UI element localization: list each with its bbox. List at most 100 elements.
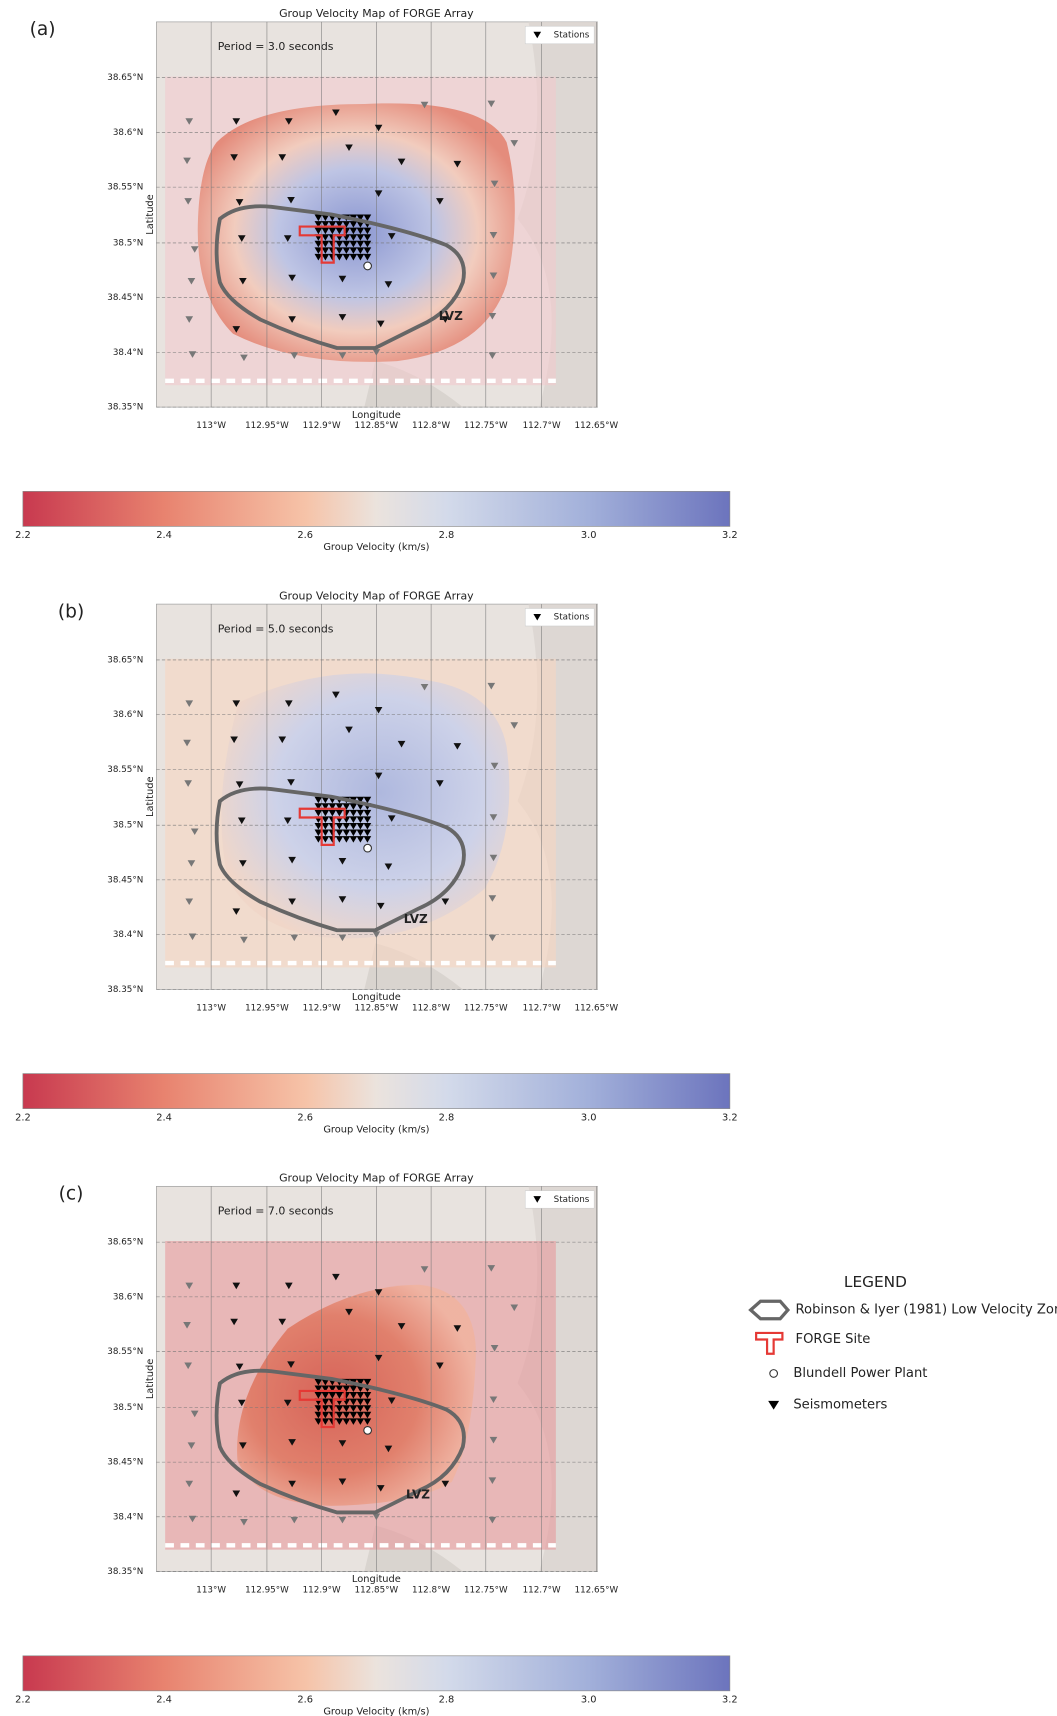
legend: LEGEND Robinson & Iyer (1981) Low Velocit… [751, 1273, 1057, 1413]
map-panel: (b) Group Velocity Map of FORGE Array 38.6… [15, 589, 738, 1135]
zone-label: LVZ [439, 309, 463, 323]
map-panel: (c) Group Velocity Map of FORGE Array 38.6… [15, 1172, 738, 1716]
velocity-anomaly [198, 103, 515, 362]
x-tick-label: 112.8°W [412, 1003, 450, 1013]
map-title: Group Velocity Map of FORGE Array [279, 589, 474, 602]
colorbar-tick-label: 2.6 [297, 530, 313, 541]
x-tick-label: 112.7°W [523, 1586, 561, 1596]
y-tick-label: 38.55°N [107, 183, 143, 193]
y-tick-label: 38.45°N [107, 1458, 143, 1468]
legend-item: Blundell Power Plant [793, 1366, 927, 1381]
colorbar-label: Group Velocity (km/s) [323, 1124, 429, 1135]
colorbar [23, 491, 730, 526]
colorbar-tick-label: 2.2 [15, 1695, 31, 1706]
y-tick-label: 38.55°N [107, 765, 143, 775]
legend-title: LEGEND [844, 1273, 907, 1291]
y-axis-label: Latitude [145, 1359, 156, 1399]
stations-legend-text: Stations [554, 613, 590, 623]
panel-label: (b) [58, 601, 84, 622]
x-tick-label: 112.85°W [355, 1586, 399, 1596]
colorbar-tick-label: 2.8 [439, 530, 455, 541]
legend-item: Robinson & Iyer (1981) Low Velocity Zone [796, 1302, 1057, 1317]
x-tick-label: 113°W [196, 421, 226, 431]
x-tick-label: 112.85°W [355, 1003, 399, 1013]
y-tick-label: 38.35°N [107, 403, 143, 413]
colorbar-tick-label: 3.2 [722, 1112, 738, 1123]
x-tick-label: 113°W [196, 1586, 226, 1596]
colorbar-tick-label: 3.2 [722, 530, 738, 541]
panel-label: (a) [30, 19, 56, 40]
y-tick-label: 38.6°N [113, 710, 143, 720]
x-tick-label: 112.75°W [464, 1586, 508, 1596]
period-label: Period = 7.0 seconds [218, 1204, 334, 1217]
y-tick-label: 38.45°N [107, 293, 143, 303]
zone-label: LVZ [406, 1487, 430, 1501]
y-tick-label: 38.65°N [107, 73, 143, 83]
x-tick-label: 112.75°W [464, 1003, 508, 1013]
colorbar-tick-label: 2.2 [15, 1112, 31, 1123]
figure: (a) Group Velocity Map of FORGE Array 38.6… [0, 0, 1057, 1716]
map-panel: (a) Group Velocity Map of FORGE Array 38.6… [15, 7, 738, 553]
colorbar-tick-label: 3.0 [581, 1112, 597, 1123]
y-axis-label: Latitude [145, 776, 156, 816]
x-tick-label: 112.65°W [575, 1003, 619, 1013]
colorbar-tick-label: 2.6 [297, 1112, 313, 1123]
colorbar-tick-label: 2.4 [156, 1695, 172, 1706]
y-tick-label: 38.5°N [113, 821, 143, 831]
colorbar-label: Group Velocity (km/s) [323, 542, 429, 553]
x-tick-label: 112.65°W [575, 421, 619, 431]
colorbar-label: Group Velocity (km/s) [323, 1707, 429, 1716]
colorbar-tick-label: 2.8 [439, 1695, 455, 1706]
x-axis-label: Longitude [352, 992, 401, 1003]
colorbar [23, 1074, 730, 1109]
map-title: Group Velocity Map of FORGE Array [279, 1172, 474, 1185]
legend-item: FORGE Site [796, 1332, 871, 1347]
period-label: Period = 3.0 seconds [218, 40, 334, 53]
period-label: Period = 5.0 seconds [218, 622, 334, 635]
x-tick-label: 112.95°W [245, 1586, 289, 1596]
x-tick-label: 112.65°W [575, 1586, 619, 1596]
x-tick-label: 112.8°W [412, 1586, 450, 1596]
x-tick-label: 112.95°W [245, 421, 289, 431]
x-tick-label: 113°W [196, 1003, 226, 1013]
y-tick-label: 38.65°N [107, 1238, 143, 1248]
x-tick-label: 112.9°W [303, 1586, 341, 1596]
y-tick-label: 38.55°N [107, 1347, 143, 1357]
y-tick-label: 38.5°N [113, 1403, 143, 1413]
power-plant [364, 262, 372, 270]
y-tick-label: 38.6°N [113, 1292, 143, 1302]
x-tick-label: 112.75°W [464, 421, 508, 431]
y-tick-label: 38.65°N [107, 655, 143, 665]
x-tick-label: 112.95°W [245, 1003, 289, 1013]
colorbar-tick-label: 2.4 [156, 530, 172, 541]
y-axis-label: Latitude [145, 194, 156, 234]
y-tick-label: 38.4°N [113, 1512, 143, 1522]
stations-legend-text: Stations [554, 1195, 590, 1205]
x-axis-label: Longitude [352, 410, 401, 421]
colorbar-tick-label: 3.2 [722, 1695, 738, 1706]
colorbar-tick-label: 2.4 [156, 1112, 172, 1123]
y-tick-label: 38.35°N [107, 1567, 143, 1577]
zone-label: LVZ [404, 912, 428, 926]
x-tick-label: 112.85°W [355, 421, 399, 431]
y-tick-label: 38.35°N [107, 985, 143, 995]
y-tick-label: 38.45°N [107, 875, 143, 885]
colorbar-tick-label: 2.6 [297, 1695, 313, 1706]
colorbar-tick-label: 3.0 [581, 1695, 597, 1706]
y-tick-label: 38.5°N [113, 238, 143, 248]
x-tick-label: 112.9°W [303, 1003, 341, 1013]
colorbar-tick-label: 3.0 [581, 530, 597, 541]
colorbar-tick-label: 2.8 [439, 1112, 455, 1123]
power-plant [364, 844, 372, 852]
power-plant [364, 1427, 372, 1435]
legend-item: Seismometers [793, 1398, 887, 1413]
y-tick-label: 38.4°N [113, 348, 143, 358]
x-tick-label: 112.9°W [303, 421, 341, 431]
colorbar-tick-label: 2.2 [15, 530, 31, 541]
x-tick-label: 112.7°W [523, 1003, 561, 1013]
legend-zone-icon [751, 1301, 788, 1319]
map-title: Group Velocity Map of FORGE Array [279, 7, 474, 20]
panel-label: (c) [59, 1183, 84, 1204]
x-tick-label: 112.7°W [523, 421, 561, 431]
legend-forge-icon [756, 1333, 782, 1354]
